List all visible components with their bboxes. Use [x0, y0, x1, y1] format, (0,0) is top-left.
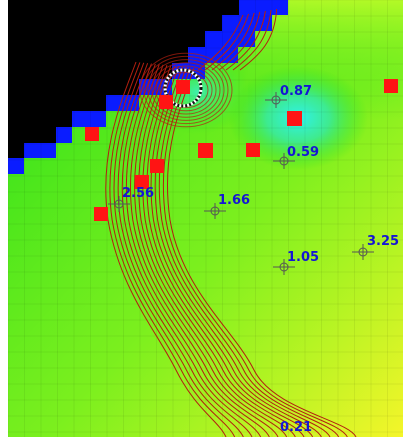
crosshair-circle-icon[interactable] — [265, 92, 287, 108]
red-square-well-icon[interactable] — [150, 159, 164, 173]
observation-label: 0.59 — [287, 145, 319, 160]
contour-line — [218, 11, 261, 71]
contour-ring — [147, 59, 225, 121]
crosshair-circle-icon[interactable] — [352, 244, 374, 260]
red-square-well-icon[interactable] — [85, 127, 99, 141]
red-square-well-icon[interactable] — [384, 79, 398, 93]
wells-layer — [85, 79, 398, 221]
observation-markers — [108, 92, 374, 275]
contour-line — [138, 65, 296, 437]
crosshair-circle-icon[interactable] — [108, 196, 130, 212]
red-square-well-icon[interactable] — [135, 175, 149, 189]
observation-label: 0.21 — [280, 420, 312, 435]
contour-lines — [105, 8, 357, 437]
contour-line — [162, 67, 348, 437]
contour-line — [225, 10, 266, 71]
contour-ring — [143, 55, 229, 125]
contour-ring — [151, 62, 221, 118]
red-square-well-icon[interactable] — [159, 95, 173, 109]
contour-line — [197, 14, 244, 71]
contour-line — [239, 8, 278, 71]
observation-label: 3.25 — [367, 234, 399, 249]
contour-line — [117, 63, 253, 437]
red-square-well-icon[interactable] — [287, 111, 302, 126]
contour-ring — [155, 65, 217, 115]
contour-line — [154, 66, 331, 437]
contour-line — [113, 62, 244, 437]
contour-line — [105, 61, 227, 437]
crosshair-circle-icon[interactable] — [273, 153, 295, 169]
contour-line — [134, 64, 288, 437]
observation-label: 2.56 — [122, 186, 154, 201]
red-square-well-icon[interactable] — [176, 80, 190, 94]
dashed-circle-cursor-icon[interactable] — [163, 68, 203, 108]
red-square-well-icon[interactable] — [94, 207, 108, 221]
contour-line — [150, 66, 322, 437]
contour-line — [204, 13, 250, 71]
contour-ring — [139, 52, 233, 128]
contour-map-canvas[interactable]: 0.87 0.59 2.56 1.66 1.05 3.25 0.21 — [8, 0, 403, 437]
observation-labels: 0.87 0.59 2.56 1.66 1.05 3.25 0.21 — [122, 84, 399, 435]
contour-line — [167, 67, 357, 437]
contour-line — [125, 63, 270, 437]
crosshair-circle-icon[interactable] — [204, 203, 226, 219]
red-square-well-icon[interactable] — [198, 143, 213, 158]
contour-line — [129, 64, 279, 437]
crosshair-circle-icon[interactable] — [273, 259, 295, 275]
contour-line — [146, 65, 314, 437]
observation-label: 0.87 — [280, 84, 312, 99]
red-square-well-icon[interactable] — [246, 143, 260, 157]
observation-label: 1.66 — [218, 193, 250, 208]
no-data-region — [8, 0, 239, 158]
contour-line — [158, 67, 340, 437]
contour-line — [109, 62, 236, 437]
contour-line — [232, 9, 272, 71]
observation-label: 1.05 — [287, 250, 319, 265]
contour-line — [211, 12, 255, 71]
contour-line — [121, 63, 262, 437]
contour-line — [142, 65, 305, 437]
